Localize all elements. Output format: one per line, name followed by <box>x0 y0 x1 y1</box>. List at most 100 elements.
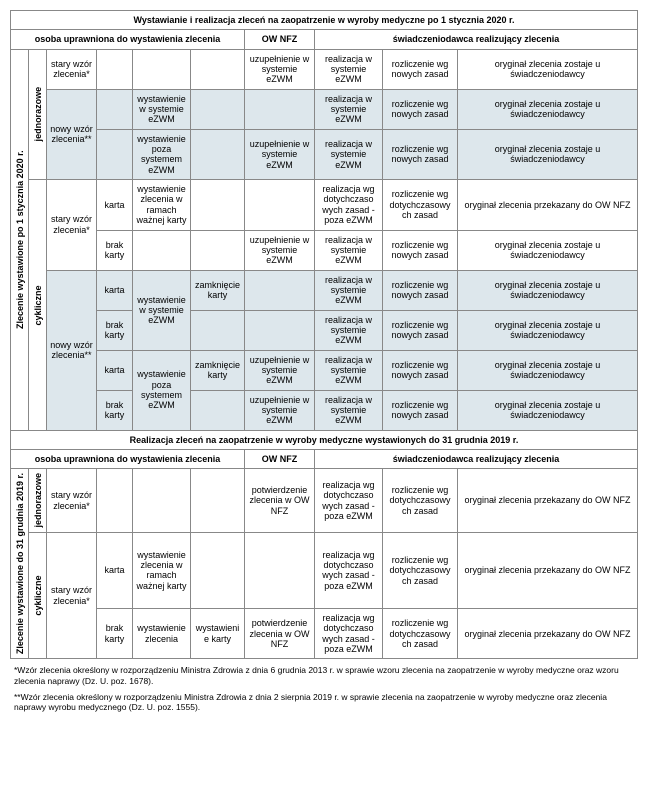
jednorazowe-2: jednorazowe <box>29 469 47 533</box>
karta-2: karta <box>97 270 133 310</box>
jednorazowe-1: jednorazowe <box>29 49 47 179</box>
empty <box>97 129 133 179</box>
stary-wzor-2: stary wzór zlecenia* <box>47 180 97 270</box>
real-dotych-4: realizacja wg dotychczaso wych zasad - p… <box>315 609 383 659</box>
wyst-poza-2: wystawienie poza systemem eZWM <box>133 350 191 430</box>
oryg-ownfz-2: oryginał zlecenia przekazany do OW NFZ <box>458 469 638 533</box>
real-2: realizacja w systemie eZWM <box>315 89 383 129</box>
brak-karty-2: brak karty <box>97 310 133 350</box>
title-1: Wystawianie i realizacja zleceń na zaopa… <box>11 11 638 30</box>
stary-wzor-3: stary wzór zlecenia* <box>47 469 97 533</box>
empty <box>191 89 245 129</box>
brak-karty-3: brak karty <box>97 390 133 430</box>
stary-wzor-1: stary wzór zlecenia* <box>47 49 97 89</box>
real-7: realizacja w systemie eZWM <box>315 350 383 390</box>
empty <box>245 310 315 350</box>
karta-3: karta <box>97 350 133 390</box>
nowy-wzor-1: nowy wzór zlecenia** <box>47 89 97 179</box>
cykliczne-1: cykliczne <box>29 180 47 431</box>
wyst-e-karty: wystawieni e karty <box>191 609 245 659</box>
cykliczne-2: cykliczne <box>29 532 47 659</box>
empty <box>191 49 245 89</box>
empty <box>97 49 133 89</box>
empty <box>133 230 191 270</box>
rozl-6: rozliczenie wg nowych zasad <box>383 310 458 350</box>
col-swiad: świadczeniodawca realizujący zlecenia <box>315 30 638 49</box>
title-2: Realizacja zleceń na zaopatrzenie w wyro… <box>11 430 638 449</box>
empty <box>245 89 315 129</box>
empty <box>133 49 191 89</box>
oryg-3: oryginał zlecenia zostaje u świadczeniod… <box>458 129 638 179</box>
empty <box>191 390 245 430</box>
empty <box>191 180 245 230</box>
real-5: realizacja w systemie eZWM <box>315 270 383 310</box>
empty <box>133 469 191 533</box>
real-6: realizacja w systemie eZWM <box>315 310 383 350</box>
wyst-poza-1: wystawienie poza systemem eZWM <box>133 129 191 179</box>
wyst-zlec-1: wystawienie zlecenia <box>133 609 191 659</box>
brak-karty-1: brak karty <box>97 230 133 270</box>
uzup-1: uzupełnienie w systemie eZWM <box>245 49 315 89</box>
oryg-7: oryginał zlecenia zostaje u świadczeniod… <box>458 350 638 390</box>
potw-2: potwierdzenie zlecenia w OW NFZ <box>245 609 315 659</box>
empty <box>245 270 315 310</box>
wyst-ramach-1: wystawienie zlecenia w ramach ważnej kar… <box>133 180 191 230</box>
footnote-1: *Wzór zlecenia określony w rozporządzeni… <box>10 665 638 685</box>
uzup-5: uzupełnienie w systemie eZWM <box>245 390 315 430</box>
empty <box>191 469 245 533</box>
real-8: realizacja w systemie eZWM <box>315 390 383 430</box>
rozl-7: rozliczenie wg nowych zasad <box>383 350 458 390</box>
empty <box>191 230 245 270</box>
uzup-3: uzupełnienie w systemie eZWM <box>245 230 315 270</box>
rozl-4: rozliczenie wg nowych zasad <box>383 230 458 270</box>
oryg-ownfz-1: oryginał zlecenia przekazany do OW NFZ <box>458 180 638 230</box>
real-dotych-3: realizacja wg dotychczaso wych zasad - p… <box>315 532 383 608</box>
karta-1: karta <box>97 180 133 230</box>
potw-1: potwierdzenie zlecenia w OW NFZ <box>245 469 315 533</box>
oryg-ownfz-3: oryginał zlecenia przekazany do OW NFZ <box>458 532 638 608</box>
stary-wzor-4: stary wzór zlecenia* <box>47 532 97 659</box>
real-dotych-2: realizacja wg dotychczaso wych zasad - p… <box>315 469 383 533</box>
wyst-ezwm-1: wystawienie w systemie eZWM <box>133 89 191 129</box>
zamk-2: zamknięcie karty <box>191 350 245 390</box>
oryg-1: oryginał zlecenia zostaje u świadczeniod… <box>458 49 638 89</box>
karta-4: karta <box>97 532 133 608</box>
real-1: realizacja w systemie eZWM <box>315 49 383 89</box>
oryg-5: oryginał zlecenia zostaje u świadczeniod… <box>458 270 638 310</box>
zamk-1: zamknięcie karty <box>191 270 245 310</box>
nowy-wzor-2: nowy wzór zlecenia** <box>47 270 97 430</box>
wyst-ramach-2: wystawienie zlecenia w ramach ważnej kar… <box>133 532 191 608</box>
real-4: realizacja w systemie eZWM <box>315 230 383 270</box>
uzup-2: uzupełnienie w systemie eZWM <box>245 129 315 179</box>
brak-karty-4: brak karty <box>97 609 133 659</box>
rozl-1: rozliczenie wg nowych zasad <box>383 49 458 89</box>
real-3: realizacja w systemie eZWM <box>315 129 383 179</box>
col-osoba-2: osoba uprawniona do wystawienia zlecenia <box>11 450 245 469</box>
rozl-5: rozliczenie wg nowych zasad <box>383 270 458 310</box>
empty <box>191 532 245 608</box>
rozl-dotych-4: rozliczenie wg dotychczasowy ch zasad <box>383 609 458 659</box>
side-before-2020: Zlecenie wystawione do 31 grudnia 2019 r… <box>11 469 29 659</box>
oryg-8: oryginał zlecenia zostaje u świadczeniod… <box>458 390 638 430</box>
rozl-dotych-1: rozliczenie wg dotychczasowy ch zasad <box>383 180 458 230</box>
rozl-2: rozliczenie wg nowych zasad <box>383 89 458 129</box>
col-ownfz-2: OW NFZ <box>245 450 315 469</box>
col-swiad-2: świadczeniodawca realizujący zlecenia <box>315 450 638 469</box>
oryg-6: oryginał zlecenia zostaje u świadczeniod… <box>458 310 638 350</box>
wyst-ezwm-2: wystawienie w systemie eZWM <box>133 270 191 350</box>
oryg-ownfz-4: oryginał zlecenia przekazany do OW NFZ <box>458 609 638 659</box>
oryg-4: oryginał zlecenia zostaje u świadczeniod… <box>458 230 638 270</box>
uzup-4: uzupełnienie w systemie eZWM <box>245 350 315 390</box>
empty <box>191 310 245 350</box>
rozl-dotych-3: rozliczenie wg dotychczasowy ch zasad <box>383 532 458 608</box>
empty <box>245 532 315 608</box>
empty <box>191 129 245 179</box>
real-dotych-1: realizacja wg dotychczaso wych zasad - p… <box>315 180 383 230</box>
col-ownfz: OW NFZ <box>245 30 315 49</box>
empty <box>97 469 133 533</box>
side-after-2020: Zlecenie wystawione po 1 stycznia 2020 r… <box>11 49 29 430</box>
rozl-3: rozliczenie wg nowych zasad <box>383 129 458 179</box>
empty <box>245 180 315 230</box>
rozl-dotych-2: rozliczenie wg dotychczasowy ch zasad <box>383 469 458 533</box>
col-osoba: osoba uprawniona do wystawienia zlecenia <box>11 30 245 49</box>
